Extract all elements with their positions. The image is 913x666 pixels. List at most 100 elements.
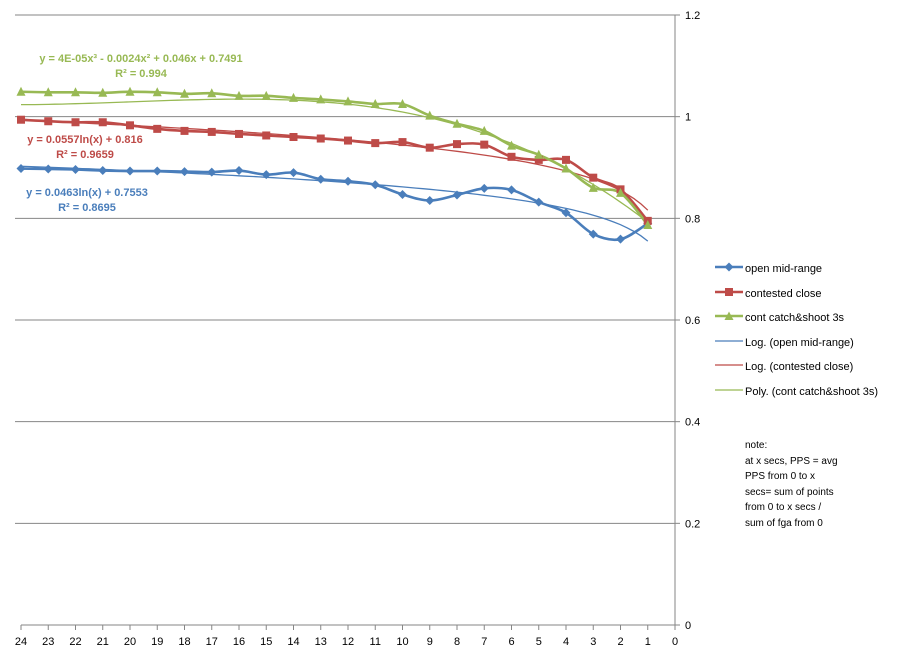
y-tick-label: 0.4 <box>685 417 700 429</box>
triangle-marker <box>343 96 353 106</box>
diamond-marker <box>534 197 544 207</box>
line-swatch-icon <box>715 364 743 366</box>
chart-note: note: at x secs, PPS = avg PPS from 0 to… <box>745 440 838 529</box>
legend-item-log-contested-close: Log. (contested close) <box>713 358 908 383</box>
diamond-marker <box>180 167 189 177</box>
trendline-equation: y = 0.0463ln(x) + 0.7553 <box>26 187 148 199</box>
x-tick-label: 20 <box>124 636 136 648</box>
trendline-equations: y = 4E-05x³ - 0.0024x² + 0.046x + 0.7491… <box>26 53 243 214</box>
legend-label: open mid-range <box>745 263 823 275</box>
x-tick-label: 18 <box>178 636 190 648</box>
triangle-marker-icon <box>715 311 743 320</box>
triangle-marker <box>289 92 298 102</box>
gridlines <box>15 14 680 630</box>
diamond-marker-icon <box>715 262 743 272</box>
y-tick-label: 0.8 <box>685 213 700 225</box>
square-marker <box>507 152 516 161</box>
square-marker-icon <box>715 287 743 296</box>
line-swatch-icon <box>715 388 743 391</box>
legend-label: cont catch&shoot 3s <box>745 312 845 324</box>
triangle-marker <box>98 87 108 97</box>
diamond-marker <box>207 167 217 177</box>
diamond-marker <box>507 185 516 195</box>
square-marker <box>589 173 598 182</box>
triangle-marker <box>71 87 80 97</box>
square-marker <box>153 124 162 133</box>
legend-label: Poly. (cont catch&shoot 3s) <box>745 385 879 398</box>
diamond-marker <box>479 183 489 193</box>
triangle-marker <box>261 90 271 100</box>
triangle-marker <box>616 187 625 197</box>
triangle-marker <box>207 88 217 98</box>
trendline-equation: R² = 0.8695 <box>58 202 116 214</box>
triangle-marker <box>180 88 189 98</box>
series-markers <box>16 86 653 244</box>
diamond-marker <box>425 196 435 206</box>
x-tick-label: 8 <box>454 636 460 648</box>
square-marker <box>262 131 271 140</box>
trendline-equation: y = 4E-05x³ - 0.0024x² + 0.046x + 0.7491 <box>39 53 242 65</box>
triangle-marker <box>561 163 571 173</box>
y-tick-label: 0 <box>685 620 691 632</box>
y-tick-label: 1 <box>685 112 691 124</box>
x-tick-label: 7 <box>481 636 487 648</box>
x-tick-label: 1 <box>645 636 651 648</box>
diamond-marker <box>316 174 326 184</box>
legend-label: Log. (contested close) <box>745 361 854 373</box>
triangle-marker <box>479 125 489 135</box>
x-tick-label: 10 <box>396 636 408 648</box>
x-tick-label: 11 <box>370 636 381 648</box>
x-tick-label: 21 <box>97 636 109 648</box>
y-tick-label: 0.2 <box>685 518 700 530</box>
triangle-marker <box>643 219 653 229</box>
square-marker <box>98 118 107 127</box>
diamond-marker <box>16 164 26 174</box>
y-axis-ticks: 0 0.2 0.4 0.6 0.8 1 1.2 <box>685 10 700 632</box>
diamond-marker <box>261 170 271 180</box>
legend-item-contested-close: contested close <box>713 285 908 310</box>
x-tick-label: 19 <box>151 636 163 648</box>
triangle-marker <box>534 149 544 159</box>
legend-label: Log. (open mid-range) <box>745 336 854 349</box>
x-tick-label: 14 <box>287 636 299 648</box>
square-marker <box>562 155 570 164</box>
diamond-marker <box>152 166 162 176</box>
square-marker <box>316 134 325 143</box>
triangle-marker <box>452 118 462 128</box>
trendline-equation: y = 0.0557ln(x) + 0.816 <box>27 134 143 146</box>
square-marker <box>235 129 243 138</box>
triangle-marker <box>43 87 53 97</box>
diamond-marker <box>289 168 298 178</box>
square-marker <box>71 118 80 127</box>
square-marker <box>289 133 298 141</box>
diamond-marker <box>561 208 571 218</box>
diamond-marker <box>43 164 53 174</box>
x-tick-label: 23 <box>42 636 54 648</box>
square-marker <box>17 115 25 124</box>
legend: open mid-range contested close cont catc… <box>713 260 908 407</box>
diamond-marker <box>452 190 462 200</box>
x-tick-label: 2 <box>617 636 623 648</box>
square-marker <box>180 126 189 135</box>
square-marker <box>371 139 380 148</box>
trendline-equation: R² = 0.994 <box>115 68 168 80</box>
triangle-marker <box>234 90 244 100</box>
triangle-marker <box>16 86 26 96</box>
triangle-marker <box>398 98 407 108</box>
diamond-marker <box>398 189 407 199</box>
diamond-marker <box>588 229 598 239</box>
diamond-marker <box>343 176 353 186</box>
square-marker <box>344 136 352 145</box>
x-tick-label: 16 <box>233 636 245 648</box>
x-tick-label: 13 <box>315 636 327 648</box>
triangle-marker <box>125 86 135 96</box>
x-tick-label: 12 <box>342 636 354 648</box>
triangle-marker <box>507 140 516 150</box>
trendline-equation: R² = 0.9659 <box>56 149 114 161</box>
y-tick-label: 0.6 <box>685 315 700 327</box>
x-tick-label: 4 <box>563 636 569 648</box>
diamond-marker <box>98 166 108 176</box>
x-tick-label: 24 <box>15 636 27 648</box>
y-tick-label: 1.2 <box>685 10 700 22</box>
